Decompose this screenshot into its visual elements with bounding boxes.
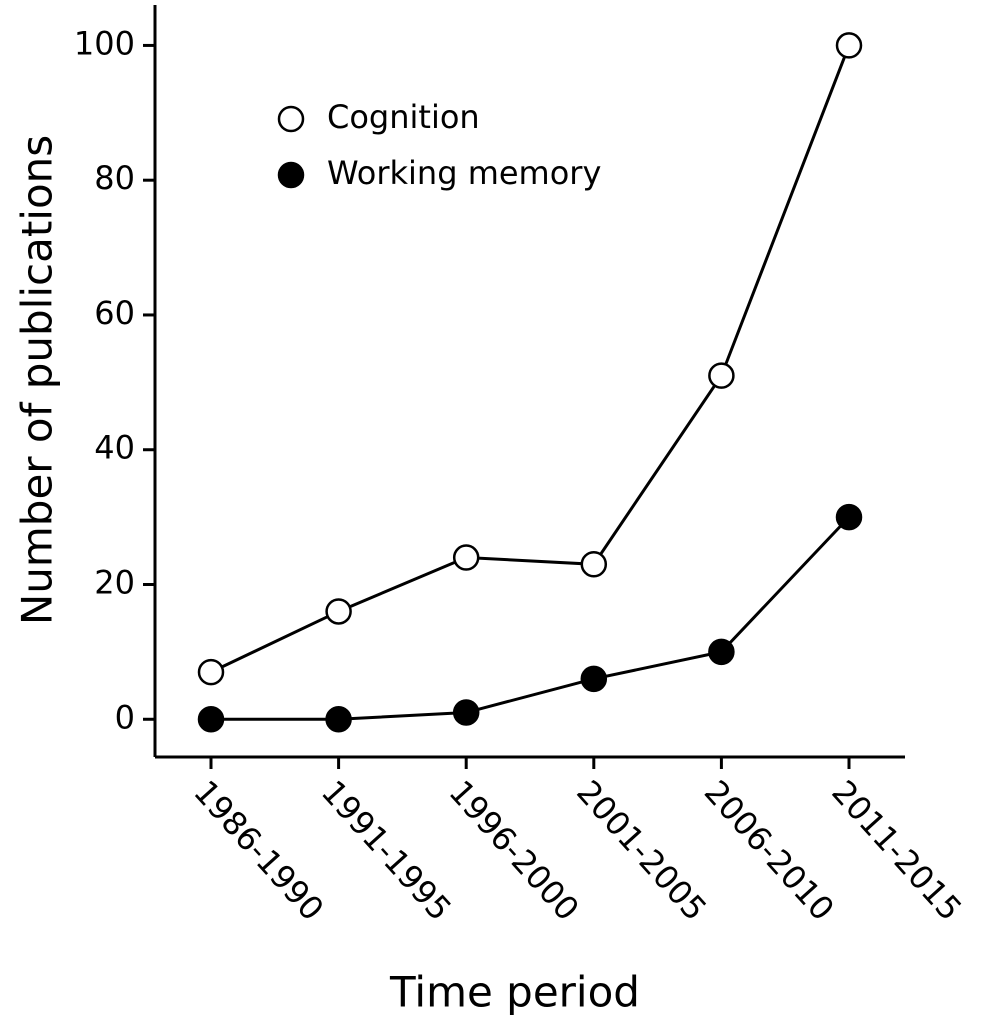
- y-tick-label: 80: [94, 159, 135, 197]
- data-point: [708, 638, 735, 666]
- legend-marker: [277, 161, 305, 189]
- x-tick-label: 2011-2015: [824, 773, 969, 928]
- y-tick-label: 40: [94, 429, 135, 467]
- series-line: [210, 44, 851, 674]
- data-point: [452, 544, 480, 571]
- data-point: [835, 503, 863, 531]
- y-tick-label: 100: [74, 24, 135, 62]
- data-point: [580, 665, 608, 693]
- data-point: [325, 706, 352, 733]
- legend-label: Working memory: [327, 154, 601, 192]
- x-tick-label: 2006-2010: [697, 773, 842, 928]
- y-tick-label: 20: [94, 563, 135, 601]
- legend-label: Cognition: [327, 98, 480, 136]
- data-point: [325, 598, 352, 625]
- y-tick-label: 60: [94, 294, 135, 332]
- data-point: [197, 706, 225, 733]
- x-tick-label: 1986-1990: [186, 773, 331, 928]
- data-point: [708, 362, 735, 389]
- series-line: [211, 516, 851, 721]
- y-tick-label: 0: [115, 698, 135, 736]
- data-point: [197, 658, 225, 686]
- x-tick-label: 1991-1995: [314, 773, 459, 928]
- x-tick-label: 2001-2005: [569, 773, 714, 928]
- data-point: [835, 32, 863, 59]
- x-tick-label: 1996-2000: [442, 773, 587, 928]
- y-axis-title: Number of publications: [13, 135, 62, 625]
- legend-marker: [277, 105, 305, 133]
- data-point: [452, 699, 480, 726]
- x-axis-title: Time period: [389, 968, 640, 1017]
- data-point: [580, 551, 608, 578]
